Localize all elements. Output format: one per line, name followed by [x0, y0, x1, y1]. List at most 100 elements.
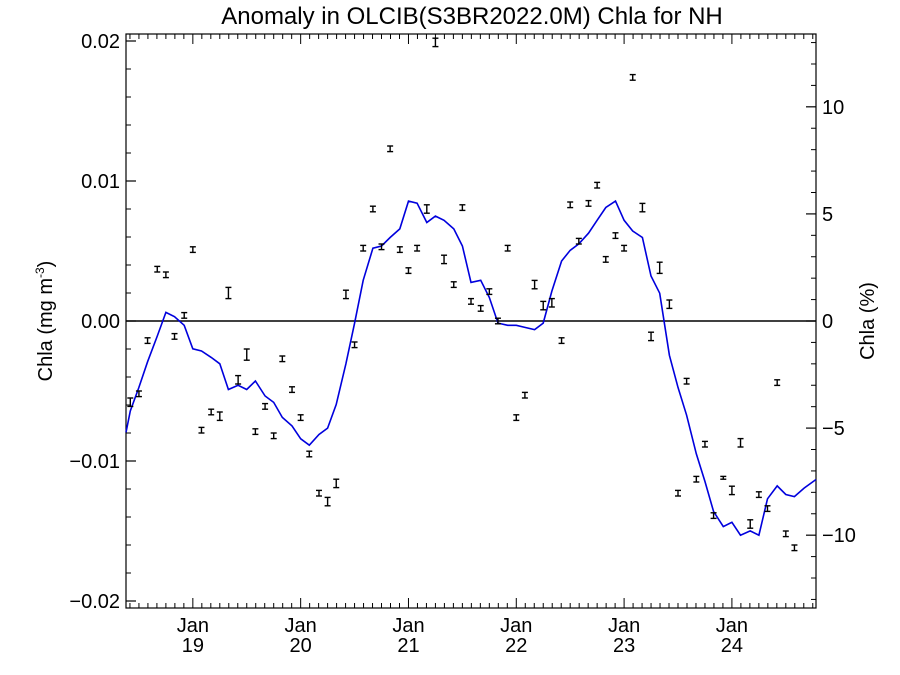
- data-point: [181, 311, 188, 319]
- data-point: [324, 496, 331, 507]
- x-tick-month-label: Jan: [716, 615, 748, 637]
- data-point: [342, 289, 349, 300]
- data-point: [189, 246, 196, 254]
- data-point: [585, 199, 592, 207]
- data-point: [477, 304, 484, 312]
- x-tick-year-label: 23: [613, 635, 635, 657]
- y-axis-left-label-sup: -3: [33, 267, 47, 278]
- data-point: [737, 437, 744, 448]
- smoothed-series: [125, 199, 817, 537]
- y-left-tick-label: 0.00: [81, 311, 120, 333]
- smoothed-series-line: [125, 199, 817, 537]
- data-point: [575, 237, 582, 245]
- x-tick-month-label: Jan: [177, 615, 209, 637]
- data-point: [208, 408, 215, 416]
- y-axis-right-label: Chla (%): [857, 282, 879, 360]
- data-point: [728, 485, 735, 496]
- data-point: [216, 411, 223, 422]
- data-point: [306, 450, 313, 458]
- data-point: [486, 288, 493, 296]
- data-point: [441, 254, 448, 265]
- data-point: [521, 391, 528, 399]
- data-point: [225, 286, 232, 300]
- data-point: [297, 414, 304, 422]
- data-point: [378, 243, 385, 251]
- data-point: [459, 204, 466, 212]
- x-tick-year-label: 20: [290, 635, 312, 657]
- y-left-tick-label: −0.02: [69, 591, 120, 613]
- data-point: [154, 265, 161, 273]
- data-point: [710, 512, 717, 520]
- data-point: [127, 397, 134, 408]
- data-point: [747, 519, 754, 529]
- data-point: [683, 377, 690, 385]
- data-point: [333, 478, 340, 489]
- data-point: [720, 475, 727, 480]
- x-tick-year-label: 22: [505, 635, 527, 657]
- data-point: [621, 244, 628, 252]
- y-right-tick-label: 5: [822, 204, 833, 226]
- tick-labels: 0.020.010.00−0.01−0.021050−5−10Jan19Jan2…: [69, 31, 856, 657]
- data-point: [782, 530, 789, 538]
- data-point: [791, 544, 798, 552]
- data-point: [531, 279, 538, 290]
- data-point: [666, 299, 673, 310]
- x-tick-year-label: 24: [721, 635, 743, 657]
- x-tick-month-label: Jan: [392, 615, 424, 637]
- data-point: [289, 386, 296, 394]
- data-point: [270, 432, 277, 440]
- data-point: [351, 341, 358, 349]
- y-left-tick-label: 0.02: [81, 31, 120, 53]
- data-point: [774, 379, 781, 387]
- data-point: [612, 232, 619, 240]
- data-point: [432, 37, 439, 48]
- data-point: [360, 244, 367, 252]
- data-point: [648, 331, 655, 342]
- data-point: [423, 204, 430, 214]
- data-point: [755, 491, 762, 499]
- y-right-tick-label: 10: [822, 97, 844, 119]
- x-tick-month-label: Jan: [608, 615, 640, 637]
- data-point: [396, 246, 403, 254]
- monthly-points: [127, 37, 798, 552]
- y-axis-left-label-close: ): [35, 261, 57, 268]
- data-point: [513, 414, 520, 422]
- data-point: [602, 255, 609, 263]
- data-point: [387, 145, 394, 153]
- data-point: [656, 261, 663, 275]
- data-point: [252, 428, 259, 436]
- x-tick-month-label: Jan: [500, 615, 532, 637]
- data-point: [468, 297, 474, 305]
- data-point: [629, 73, 636, 81]
- data-point: [548, 297, 555, 308]
- data-point: [405, 267, 412, 275]
- data-point: [235, 374, 242, 385]
- data-point: [171, 332, 178, 340]
- y-left-tick-label: −0.01: [69, 451, 120, 473]
- data-point: [639, 202, 646, 213]
- y-left-tick-label: 0.01: [81, 171, 120, 193]
- data-point: [162, 271, 169, 279]
- data-point: [693, 475, 700, 483]
- data-point: [567, 201, 574, 209]
- y-right-tick-label: 0: [822, 311, 833, 333]
- y-axis-left-label: Chla (mg m-3): [33, 261, 57, 382]
- data-point: [414, 244, 421, 252]
- data-point: [558, 337, 565, 345]
- data-point: [675, 489, 681, 497]
- data-point: [701, 440, 708, 448]
- y-right-tick-label: −5: [822, 418, 845, 440]
- data-point: [243, 348, 250, 361]
- x-tick-month-label: Jan: [285, 615, 317, 637]
- data-point: [315, 489, 322, 497]
- data-point: [504, 244, 511, 252]
- data-point: [450, 281, 457, 289]
- data-point: [135, 390, 142, 398]
- data-point: [540, 300, 547, 311]
- data-point: [144, 337, 151, 345]
- data-point: [198, 426, 205, 434]
- data-point: [494, 317, 501, 325]
- data-point: [279, 355, 286, 363]
- data-point: [764, 505, 771, 513]
